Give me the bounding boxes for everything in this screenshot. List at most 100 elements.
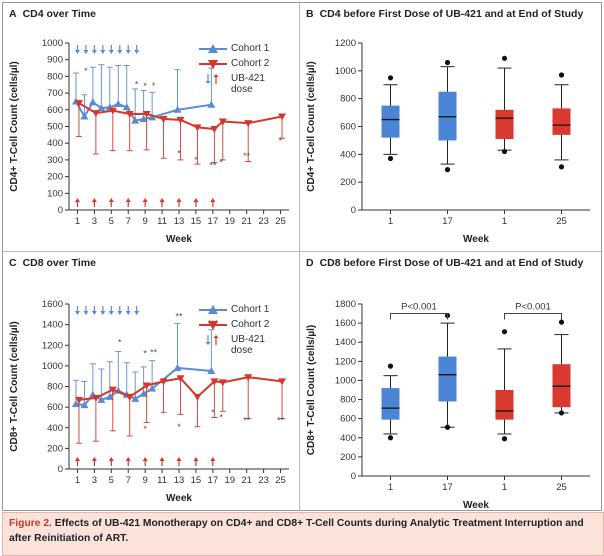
dose-arrowhead-cohort2 [91,457,97,461]
outlier [558,410,565,416]
significance-star: * [135,79,139,89]
y-tick-label: 500 [47,122,63,133]
legend-cohort2-label: Cohort 2 [231,319,270,330]
dose-arrowhead-cohort2 [193,457,199,461]
y-axis-label: CD4+ T-Cell Count (cells/µl) [306,61,317,192]
panel-c-chart: 0 200 400 600 800 1000 1200 1400 1600 CD8+ T-Cell… [9,299,289,504]
y-tick-label: 200 [47,443,63,454]
outlier [558,319,565,325]
data-point [193,393,202,401]
dose-arrowhead-cohort1 [100,50,106,54]
y-tick-label: 800 [47,382,63,393]
box [552,108,571,135]
significance-bracket [390,313,448,320]
significance-star: ** [277,416,285,426]
outlier [444,424,451,430]
data-point [80,112,89,120]
data-point [71,400,80,408]
dose-arrowhead-cohort1 [117,311,123,315]
series-line-cohort2 [78,102,283,131]
dose-arrowhead-cohort2 [176,457,182,461]
significance-star: ** [175,311,183,321]
x-tick-label: 25 [556,482,567,493]
x-tick-label: 1 [75,216,80,227]
legend-cohort1-swatch [199,43,227,55]
box [438,91,457,141]
data-point [218,379,227,387]
data-point [159,378,168,386]
panel-d-title: D CD8 before First Dose of UB-421 and at … [306,257,584,269]
dose-arrowhead-cohort2 [91,198,97,202]
x-axis-label: Week [166,234,192,245]
dose-arrowhead-cohort2 [108,198,114,202]
significance-star: * [118,337,122,347]
significance-star: * [220,158,224,168]
legend-cohort1-swatch [199,304,227,316]
figure-caption: Figure 2. Effects of UB-421 Monotherapy … [2,512,604,556]
y-tick-label: 0 [58,205,63,216]
y-tick-label: 400 [340,149,356,160]
data-point [210,126,219,134]
x-tick-label: 21 [241,216,252,227]
data-point [91,110,100,118]
x-axis-label: Week [166,493,192,504]
x-tick-label: 15 [191,475,202,486]
y-tick-label: 1400 [42,320,63,331]
panel-c: C CD8 over Time 0 200 400 600 800 1000 1200 1400… [3,252,300,510]
significance-bracket [504,313,562,320]
dose-arrowhead-cohort2 [142,457,148,461]
outlier [387,363,394,369]
panel-c-legend: Cohort 1 Cohort 2 UB-421 dose [199,304,269,356]
box [495,109,514,140]
data-point [125,393,134,401]
x-tick-label: 23 [258,475,269,486]
x-tick-label: 15 [191,216,202,227]
legend-cohort2-swatch [199,58,227,70]
y-tick-label: 200 [47,172,63,183]
x-tick-label: 17 [208,216,219,227]
data-point [173,363,182,371]
y-tick-label: 1400 [335,337,356,348]
x-tick-label: 1 [388,216,393,227]
x-tick-label: 7 [126,216,131,227]
data-point [142,110,151,118]
x-tick-label: 3 [92,216,97,227]
data-point [114,99,123,107]
caption-label: Figure 2. [9,518,52,529]
dose-arrowhead-cohort2 [74,198,80,202]
outlier [501,148,508,155]
y-tick-label: 1000 [335,66,356,77]
x-tick-label: 7 [126,475,131,486]
outlier [387,75,394,81]
data-point [139,114,148,122]
y-tick-label: 800 [340,94,356,105]
dose-arrowhead-cohort2 [193,198,199,202]
figure-frame: A CD4 over Time 0 100 200 300 400 500 600 700 800… [2,2,602,511]
dose-arrowhead-cohort1 [108,311,114,315]
dose-arrowhead-cohort2 [142,198,148,202]
data-point [91,394,100,402]
data-point [148,384,157,392]
panel-a-chart: 0 100 200 300 400 500 600 700 800 900 1000 CD4+ T-C… [9,38,289,245]
box [438,356,457,402]
outlier [501,436,508,442]
y-tick-label: 400 [47,423,63,434]
data-point [193,124,202,132]
significance-star: * [177,149,181,159]
dose-arrowhead-cohort2 [159,457,165,461]
y-tick-label: 400 [47,138,63,149]
x-tick-label: 19 [224,475,235,486]
y-tick-label: 0 [351,471,356,482]
data-point [142,382,151,390]
dose-arrowhead-cohort1 [125,311,131,315]
x-tick-label: 9 [143,216,148,227]
dose-arrowhead-cohort1 [108,50,114,54]
x-tick-label: 17 [442,482,453,493]
x-tick-label: 17 [442,216,453,227]
x-tick-label: 1 [502,216,507,227]
y-tick-label: 200 [340,177,356,188]
data-point [125,110,134,118]
significance-star: * [177,422,181,432]
data-point [88,98,97,106]
data-point [218,118,227,126]
